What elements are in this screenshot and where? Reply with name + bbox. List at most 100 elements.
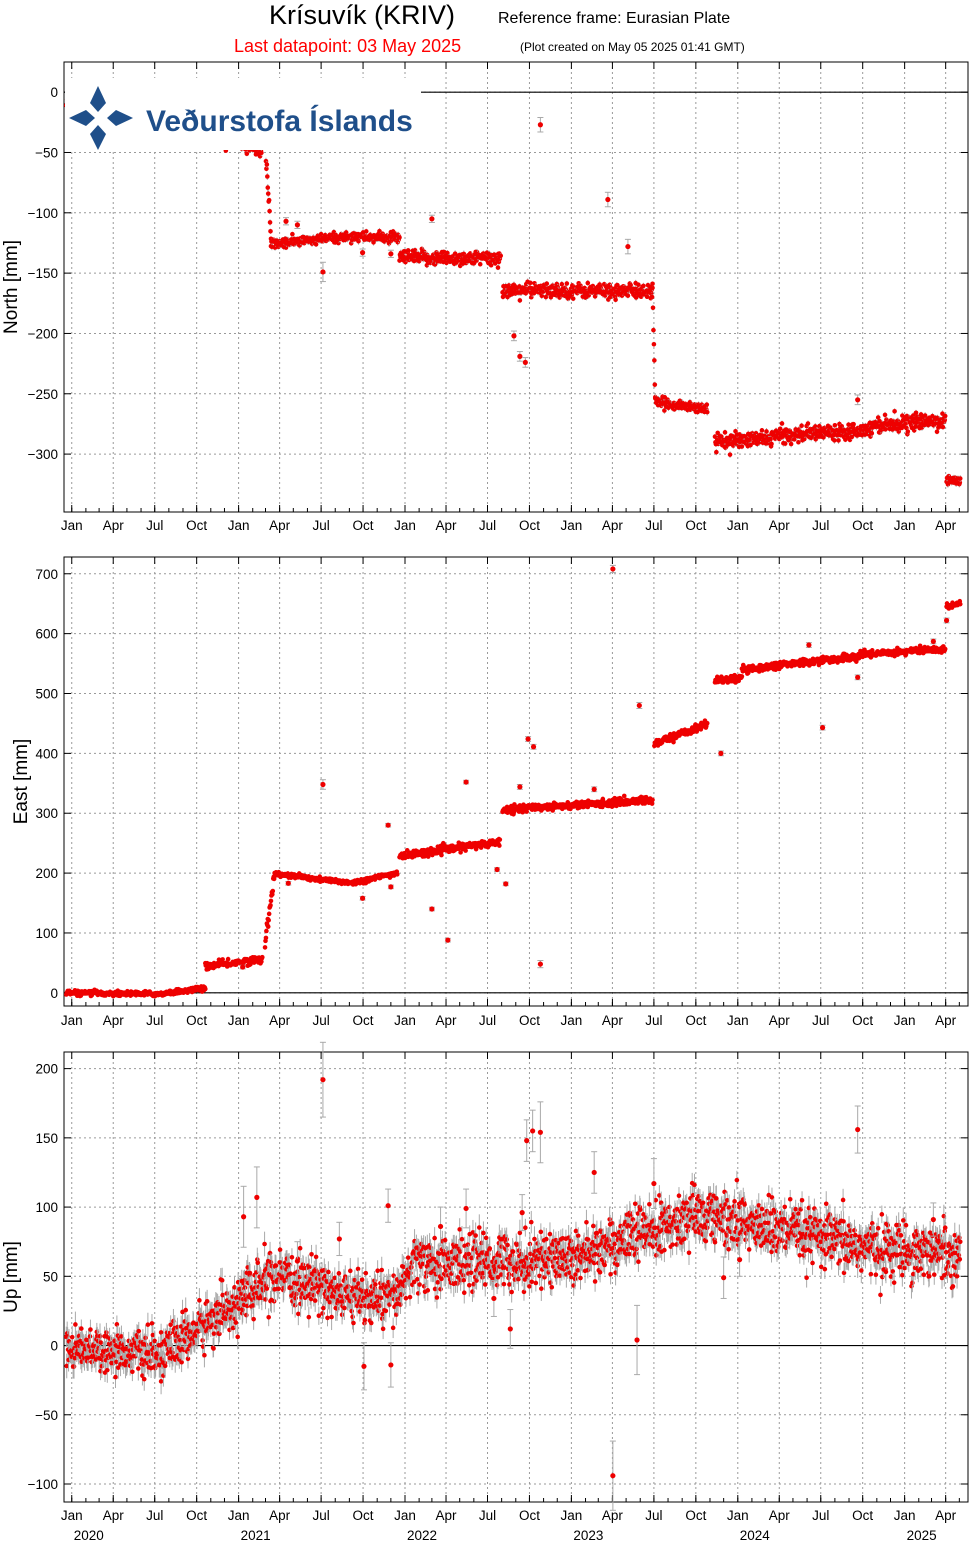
data-point: [268, 228, 273, 234]
outlier-point: [605, 196, 611, 203]
data-point: [432, 262, 438, 267]
x-tick-label: Apr: [769, 1013, 791, 1028]
data-point: [543, 294, 549, 300]
x-tick-label: Oct: [353, 1013, 374, 1028]
data-point: [764, 429, 769, 434]
data-point: [564, 281, 570, 286]
y-tick-label: −250: [28, 387, 58, 402]
data-point: [641, 283, 646, 289]
data-point: [559, 281, 565, 287]
data-point: [779, 421, 785, 426]
data-point: [759, 428, 765, 433]
plot-created-label: (Plot created on May 05 2025 01:41 GMT): [520, 40, 745, 54]
x-tick-label: Jan: [894, 1013, 916, 1028]
data-point: [540, 289, 546, 294]
x-tick-label: Apr: [103, 518, 125, 533]
data-point: [651, 327, 656, 333]
data-point: [283, 245, 289, 250]
x-tick-label: Oct: [685, 1013, 706, 1028]
data-point: [805, 421, 811, 426]
data-point: [498, 253, 504, 259]
data-point: [636, 282, 641, 288]
data-point: [517, 298, 523, 303]
reference-frame-label: Reference frame: Eurasian Plate: [498, 10, 730, 27]
x-tick-label: Apr: [103, 1013, 125, 1028]
x-tick-label: Jul: [312, 518, 329, 533]
outlier-point: [359, 250, 366, 256]
data-point: [625, 293, 631, 298]
data-point: [851, 421, 856, 427]
x-tick-label: Apr: [436, 518, 458, 533]
data-point: [570, 296, 576, 301]
y-axis-label: North [mm]: [1, 240, 22, 334]
data-point: [264, 166, 269, 172]
data-point: [832, 422, 838, 428]
x-tick-label: Oct: [186, 1013, 207, 1028]
y-tick-label: 0: [50, 986, 58, 1001]
data-point: [651, 341, 657, 347]
data-point: [940, 424, 946, 430]
data-point: [585, 280, 591, 286]
data-point: [356, 238, 361, 244]
x-tick-label: Jul: [479, 1013, 496, 1028]
data-point: [528, 280, 533, 286]
data-point: [265, 174, 270, 179]
x-tick-label: Jan: [560, 518, 582, 533]
y-tick-label: −50: [35, 145, 58, 160]
outlier-point: [320, 269, 326, 275]
y-tick-label: −150: [28, 266, 58, 281]
data-point: [267, 208, 272, 214]
data-point: [727, 452, 733, 457]
data-point: [882, 412, 888, 418]
data-point: [528, 294, 534, 300]
data-point: [363, 229, 369, 234]
data-point: [704, 409, 710, 415]
data-point: [832, 438, 837, 443]
x-tick-label: Oct: [852, 518, 873, 533]
x-tick-label: Oct: [519, 1013, 540, 1028]
y-tick-label: 700: [35, 567, 58, 582]
x-tick-label: Jul: [645, 1013, 662, 1028]
data-point: [397, 235, 402, 240]
station-title: Krísuvík (KRIV): [269, 0, 455, 30]
x-tick-label: Jul: [645, 518, 662, 533]
data-point: [445, 250, 450, 256]
x-tick-label: Apr: [269, 518, 291, 533]
data-point: [903, 421, 908, 427]
x-tick-label: Jan: [228, 1013, 250, 1028]
data-point: [495, 265, 501, 270]
data-point: [942, 413, 948, 419]
y-tick-label: 0: [50, 85, 58, 100]
x-tick-label: Jan: [228, 518, 250, 533]
last-datapoint-label: Last datapoint: 03 May 2025: [234, 36, 461, 56]
x-tick-label: Jan: [894, 518, 916, 533]
data-point: [488, 262, 494, 268]
data-point: [313, 242, 319, 247]
outlier-point: [283, 218, 289, 224]
x-tick-label: Oct: [186, 518, 207, 533]
outlier-point: [522, 359, 528, 366]
east-panel: Jan Apr Jul Oct Jan Apr Jul Oct Jan Apr Jul Oct Jan A…: [11, 556, 969, 1028]
x-tick-label: Jan: [61, 518, 83, 533]
data-point: [650, 305, 656, 311]
y-tick-label: 300: [35, 806, 58, 821]
x-tick-label: Jan: [394, 518, 416, 533]
data-point: [244, 151, 250, 157]
x-tick-label: Apr: [269, 1013, 291, 1028]
data-point: [934, 429, 940, 435]
x-tick-label: Jul: [146, 518, 163, 533]
data-point: [267, 220, 273, 225]
data-point: [869, 430, 875, 436]
y-tick-label: 600: [35, 627, 58, 642]
x-tick-label: Jan: [394, 1013, 416, 1028]
x-tick-label: Jul: [312, 1013, 329, 1028]
x-tick-label: Jul: [479, 518, 496, 533]
y-tick-label: 100: [35, 926, 58, 941]
data-point: [722, 430, 728, 435]
outlier-point: [429, 216, 435, 222]
data-point: [769, 441, 774, 447]
data-point: [714, 449, 719, 455]
plot-frame: [63, 61, 969, 513]
data-point: [739, 444, 745, 449]
